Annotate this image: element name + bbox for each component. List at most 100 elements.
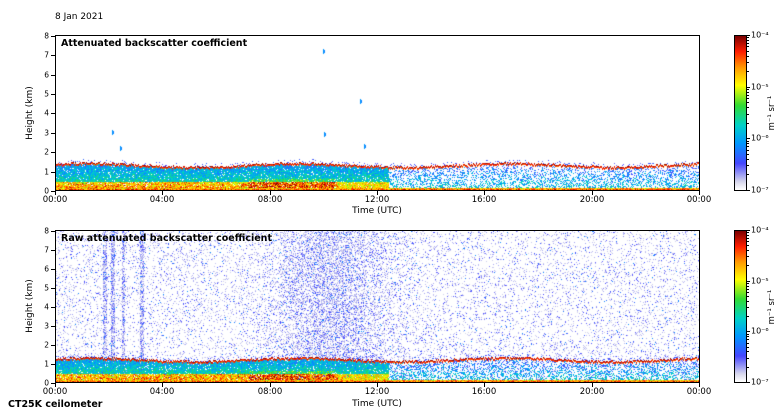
- y-tick: [51, 133, 55, 134]
- x-tick-label: 20:00: [579, 387, 605, 397]
- date-label: 8 Jan 2021: [55, 12, 104, 22]
- colorbar-minor-tick: [747, 301, 749, 302]
- colorbar-tick-label: 10⁻⁶: [751, 133, 769, 143]
- x-tick-label: 12:00: [364, 387, 390, 397]
- colorbar-tick-label: 10⁻⁵: [751, 276, 769, 286]
- colorbar-top: [734, 35, 747, 191]
- colorbar-bottom-gradient: [735, 231, 746, 382]
- colorbar-minor-tick: [747, 351, 749, 352]
- x-tick-label: 12:00: [364, 195, 390, 205]
- colorbar-minor-tick: [747, 46, 749, 47]
- x-tick: [699, 383, 700, 387]
- colorbar-minor-tick: [747, 143, 749, 144]
- instrument-label: CT25K ceilometer: [8, 399, 103, 410]
- colorbar-minor-tick: [747, 40, 749, 41]
- y-tick: [51, 113, 55, 114]
- x-tick-label: 16:00: [471, 387, 497, 397]
- attenuated-backscatter-panel: Attenuated backscatter coefficient: [55, 35, 700, 191]
- colorbar-tick-label: 10⁻⁴: [751, 225, 769, 235]
- colorbar-minor-tick: [747, 245, 749, 246]
- colorbar-minor-tick: [747, 296, 749, 297]
- raw-backscatter-panel: Raw attenuated backscatter coefficient: [55, 230, 700, 383]
- x-tick-label: 00:00: [686, 387, 712, 397]
- colorbar-minor-tick: [747, 343, 749, 344]
- attenuated-backscatter-heatmap: [56, 36, 699, 190]
- colorbar-minor-tick: [747, 37, 749, 38]
- colorbar-minor-tick: [747, 95, 749, 96]
- y-tick: [51, 75, 55, 76]
- x-tick: [270, 191, 271, 195]
- colorbar-minor-tick: [747, 150, 749, 151]
- y-tick: [51, 307, 55, 308]
- colorbar-unit-label: m⁻¹ sr⁻¹: [767, 289, 777, 324]
- colorbar-minor-tick: [747, 347, 749, 348]
- colorbar-tick: [747, 138, 750, 139]
- colorbar-minor-tick: [747, 283, 749, 284]
- y-tick-label: 4: [44, 108, 49, 118]
- colorbar-minor-tick: [747, 367, 749, 368]
- colorbar-tick: [747, 87, 750, 88]
- x-tick-label: 16:00: [471, 195, 497, 205]
- y-axis-label-bottom: Height (km): [25, 279, 35, 333]
- colorbar-minor-tick: [747, 43, 749, 44]
- x-tick: [484, 383, 485, 387]
- colorbar-tick: [747, 331, 750, 332]
- colorbar-minor-tick: [747, 165, 749, 166]
- y-tick: [51, 191, 55, 192]
- colorbar-minor-tick: [747, 141, 749, 142]
- y-tick: [51, 269, 55, 270]
- y-tick: [51, 94, 55, 95]
- colorbar-minor-tick: [747, 292, 749, 293]
- raw-backscatter-heatmap: [56, 231, 699, 382]
- x-tick: [377, 191, 378, 195]
- y-tick-label: 1: [44, 167, 49, 177]
- y-tick-label: 4: [44, 302, 49, 312]
- x-tick-label: 08:00: [257, 195, 283, 205]
- colorbar-unit-label: m⁻¹ sr⁻¹: [767, 95, 777, 131]
- x-tick: [270, 383, 271, 387]
- colorbar-tick-label: 10⁻⁷: [751, 377, 769, 387]
- x-tick: [592, 191, 593, 195]
- colorbar-tick: [747, 382, 750, 383]
- colorbar-minor-tick: [747, 107, 749, 108]
- colorbar-minor-tick: [747, 123, 749, 124]
- colorbar-bottom: [734, 230, 747, 383]
- y-tick: [51, 345, 55, 346]
- x-tick: [377, 383, 378, 387]
- y-tick: [51, 326, 55, 327]
- colorbar-minor-tick: [747, 154, 749, 155]
- colorbar-minor-tick: [747, 56, 749, 57]
- colorbar-top-gradient: [735, 36, 746, 190]
- colorbar-tick-label: 10⁻⁵: [751, 82, 769, 92]
- colorbar-minor-tick: [747, 146, 749, 147]
- colorbar-minor-tick: [747, 98, 749, 99]
- colorbar-tick-label: 10⁻⁴: [751, 30, 769, 40]
- y-tick: [51, 152, 55, 153]
- y-tick-label: 2: [44, 340, 49, 350]
- y-tick-label: 2: [44, 147, 49, 157]
- y-tick-label: 7: [44, 245, 49, 255]
- y-tick: [51, 55, 55, 56]
- y-tick-label: 3: [44, 321, 49, 331]
- y-tick-label: 5: [44, 89, 49, 99]
- x-tick: [484, 191, 485, 195]
- x-tick-label: 08:00: [257, 387, 283, 397]
- colorbar-minor-tick: [747, 159, 749, 160]
- colorbar-minor-tick: [747, 316, 749, 317]
- colorbar-minor-tick: [747, 307, 749, 308]
- x-tick-label: 00:00: [686, 195, 712, 205]
- x-tick: [162, 383, 163, 387]
- colorbar-minor-tick: [747, 265, 749, 266]
- colorbar-minor-tick: [747, 71, 749, 72]
- colorbar-minor-tick: [747, 358, 749, 359]
- y-tick-label: 6: [44, 70, 49, 80]
- colorbar-tick-label: 10⁻⁷: [751, 185, 769, 195]
- y-tick: [51, 231, 55, 232]
- colorbar-minor-tick: [747, 235, 749, 236]
- colorbar-minor-tick: [747, 62, 749, 63]
- x-tick-label: 00:00: [42, 195, 68, 205]
- y-tick-label: 6: [44, 264, 49, 274]
- y-tick-label: 1: [44, 359, 49, 369]
- colorbar-minor-tick: [747, 51, 749, 52]
